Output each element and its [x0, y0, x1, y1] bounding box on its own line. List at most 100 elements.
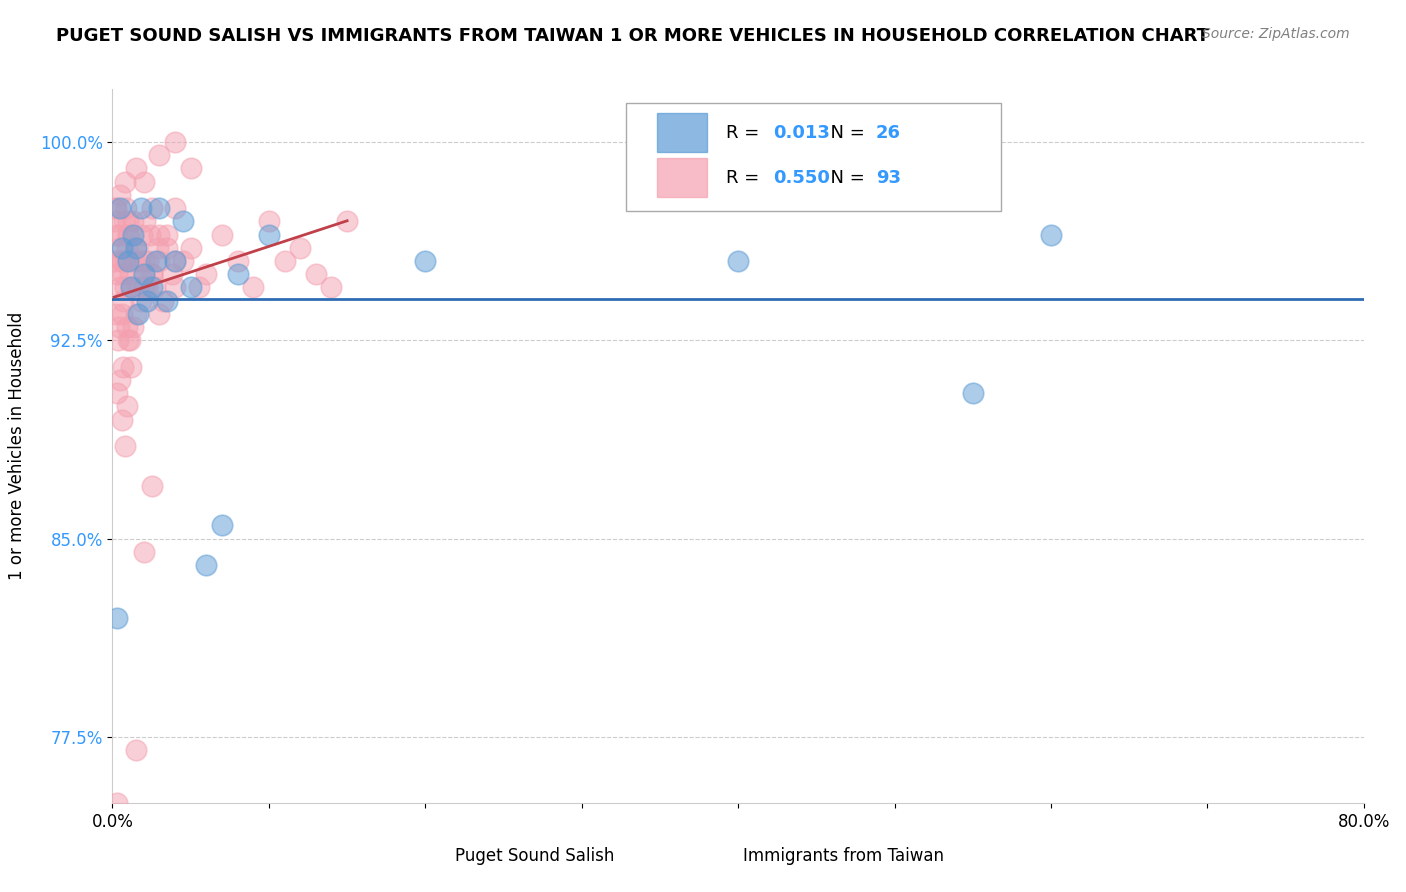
Point [112, 214, 135, 228]
Point [127, 280, 149, 294]
Point [132, 254, 155, 268]
Text: 0.013: 0.013 [773, 124, 830, 142]
Point [146, 241, 169, 255]
Point [111, 267, 134, 281]
Point [120, 280, 142, 294]
Point [114, 439, 136, 453]
Point [242, 280, 264, 294]
Text: Puget Sound Salish: Puget Sound Salish [454, 847, 614, 865]
Point [114, 201, 136, 215]
Point [104, 227, 127, 242]
Point [336, 214, 359, 228]
Point [121, 214, 143, 228]
Point [148, 254, 170, 268]
Point [114, 280, 136, 294]
Point [107, 320, 129, 334]
Point [172, 214, 194, 228]
Y-axis label: 1 or more Vehicles in Household: 1 or more Vehicles in Household [8, 312, 25, 580]
Point [114, 175, 136, 189]
Point [148, 148, 170, 162]
Point [160, 267, 183, 281]
Point [180, 280, 202, 294]
Point [118, 267, 141, 281]
Point [104, 214, 127, 228]
Point [117, 227, 139, 242]
Point [115, 241, 138, 255]
Point [226, 267, 249, 281]
Point [727, 254, 749, 268]
FancyBboxPatch shape [657, 113, 707, 153]
Point [117, 320, 139, 334]
Point [156, 293, 179, 308]
Point [187, 280, 209, 294]
Point [110, 201, 132, 215]
Point [1039, 227, 1063, 242]
Point [125, 241, 148, 255]
Point [103, 254, 125, 268]
Point [138, 254, 160, 268]
Point [135, 280, 157, 294]
Point [125, 307, 148, 321]
Point [148, 307, 170, 321]
Point [121, 320, 143, 334]
Point [129, 201, 152, 215]
Point [108, 280, 131, 294]
Point [105, 386, 128, 401]
FancyBboxPatch shape [657, 158, 707, 197]
Point [172, 254, 194, 268]
Point [112, 293, 135, 308]
Point [305, 267, 328, 281]
Point [132, 267, 155, 281]
Point [114, 254, 136, 268]
Text: 26: 26 [876, 124, 901, 142]
Point [141, 201, 163, 215]
Text: 0.550: 0.550 [773, 169, 830, 186]
Point [226, 254, 249, 268]
Point [117, 214, 139, 228]
Point [105, 611, 128, 625]
Point [143, 280, 166, 294]
Point [156, 241, 179, 255]
Point [156, 227, 179, 242]
Point [111, 254, 134, 268]
Point [141, 267, 163, 281]
Point [129, 293, 152, 308]
Point [104, 201, 127, 215]
Point [145, 254, 167, 268]
Point [132, 175, 155, 189]
Point [195, 267, 218, 281]
Text: N =: N = [820, 169, 870, 186]
Point [110, 373, 132, 387]
Point [132, 267, 155, 281]
Point [135, 293, 157, 308]
Point [107, 241, 129, 255]
Point [105, 267, 128, 281]
Point [105, 307, 128, 321]
Point [125, 241, 148, 255]
Point [117, 227, 139, 242]
Point [273, 254, 295, 268]
Point [152, 293, 174, 308]
Text: Immigrants from Taiwan: Immigrants from Taiwan [744, 847, 943, 865]
Point [141, 478, 163, 492]
Point [180, 241, 202, 255]
Point [110, 254, 132, 268]
Point [127, 307, 149, 321]
Point [962, 386, 984, 401]
Point [104, 201, 127, 215]
Point [163, 280, 186, 294]
FancyBboxPatch shape [626, 103, 1001, 211]
Point [125, 161, 148, 176]
Text: N =: N = [820, 124, 870, 142]
Point [195, 558, 218, 572]
Point [111, 307, 134, 321]
Point [413, 254, 436, 268]
Point [257, 214, 280, 228]
Point [290, 241, 312, 255]
Text: Source: ZipAtlas.com: Source: ZipAtlas.com [1202, 27, 1350, 41]
Point [110, 188, 132, 202]
Point [125, 241, 148, 255]
Point [128, 254, 150, 268]
Point [163, 254, 186, 268]
Point [125, 743, 148, 757]
